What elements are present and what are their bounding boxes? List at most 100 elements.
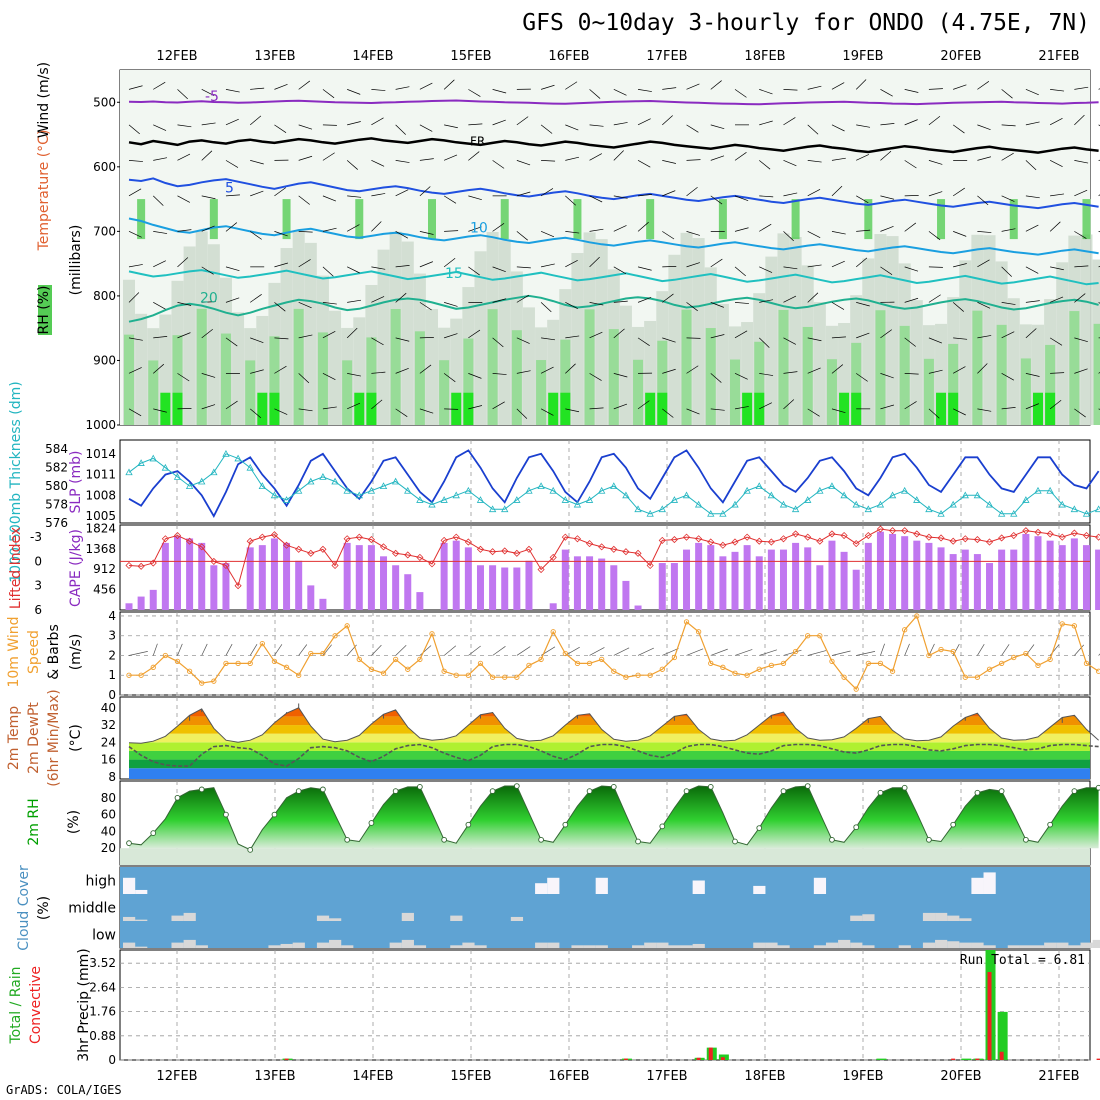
- wind-barb: [492, 401, 505, 410]
- wind-barb: [856, 229, 871, 232]
- wind-barb: [541, 160, 556, 162]
- rh-base: [120, 848, 1090, 865]
- thickness-point: [149, 454, 157, 462]
- thickness-point: [525, 486, 533, 494]
- wind-barb: [1025, 195, 1040, 199]
- wind-barb: [734, 152, 747, 161]
- wind-barb: [516, 160, 531, 166]
- rh-point: [707, 784, 714, 790]
- wind-barb: [783, 337, 797, 345]
- wind-barb: [468, 329, 481, 339]
- rh-fill: [778, 309, 789, 425]
- lifted-index-point: [137, 562, 145, 570]
- thickness-point: [379, 482, 388, 490]
- wind-barb: [1025, 328, 1037, 339]
- lifted-index-point: [598, 543, 606, 551]
- wind-barb: [250, 160, 264, 165]
- cloud-clear-bar: [595, 945, 608, 948]
- wind-barb: [468, 266, 480, 276]
- wind-barb: [274, 408, 288, 415]
- cloud-clear-bar: [947, 941, 960, 948]
- wind-barb: [492, 298, 507, 303]
- chart-title: GFS 0~10day 3-hourly for ONDO (4.75E, 7N…: [522, 10, 1090, 36]
- thickness-point: [731, 500, 739, 508]
- cloud-clear-bar: [341, 945, 354, 948]
- wind-barb: [249, 644, 258, 656]
- rh-point: [392, 788, 399, 794]
- wind-speed-point: [308, 650, 314, 657]
- wind-speed-point: [780, 660, 787, 667]
- cloud-clear-bar: [692, 880, 705, 894]
- wind-frame: [119, 611, 1091, 696]
- lifted-index-point: [440, 536, 448, 544]
- thickness-point: [331, 477, 339, 485]
- wind-barb: [565, 231, 580, 234]
- wind-barb: [492, 89, 507, 94]
- rh-label: RH (%): [36, 286, 52, 335]
- wind-barb: [1025, 224, 1039, 232]
- wind-barb: [468, 89, 481, 97]
- wind-speed-point: [1047, 656, 1053, 663]
- lifted-index-point: [464, 538, 472, 546]
- wind-barb: [298, 155, 313, 161]
- thickness-point: [343, 486, 351, 494]
- lifted-index-point: [1095, 533, 1100, 541]
- lifted-index-point: [743, 533, 751, 541]
- wind-speed-point: [259, 640, 265, 647]
- wind-barb: [613, 195, 628, 199]
- wind-barb: [856, 332, 870, 339]
- cape-bar: [1082, 545, 1090, 610]
- wind-speed-point: [562, 650, 568, 657]
- cloud-clear-bar: [510, 916, 524, 921]
- rh-fill: [839, 392, 850, 425]
- rh-fill: [522, 307, 535, 425]
- lifted-index-point: [501, 547, 509, 555]
- wind-barb: [953, 263, 967, 268]
- wind-barb: [759, 649, 778, 656]
- lifted-index-point: [985, 538, 994, 546]
- rh-fill: [160, 392, 171, 425]
- cape-bar: [852, 569, 860, 610]
- rh-fill: [826, 359, 837, 425]
- rh-tick: 20: [101, 841, 116, 855]
- cape-panel: [120, 525, 1100, 610]
- date-label-bottom: 14FEB: [352, 1069, 393, 1084]
- wind-barb: [249, 231, 262, 240]
- wind-barb: [589, 153, 602, 161]
- wind-barb: [322, 373, 336, 381]
- wind-barb: [128, 188, 142, 197]
- wind-speed-point: [841, 674, 847, 680]
- cloud-layer-label: low: [92, 928, 116, 944]
- wind-barb: [1074, 189, 1088, 197]
- lifted-index-point: [610, 545, 618, 553]
- lifted-index-point: [234, 582, 242, 590]
- cloud-clear-bar: [644, 942, 657, 948]
- thickness-point: [246, 463, 254, 471]
- wind-barb: [177, 332, 191, 339]
- wind-barb: [904, 643, 910, 656]
- wind-barb: [250, 190, 264, 197]
- cloud-clear-bar: [1007, 945, 1020, 948]
- wind-barb: [298, 195, 310, 205]
- thickness-point: [949, 500, 957, 508]
- wind-barb: [831, 650, 851, 656]
- wind-barb: [492, 266, 506, 272]
- cape-bar: [186, 538, 194, 610]
- wind-barb: [395, 645, 407, 656]
- wind-speed-point: [477, 660, 484, 667]
- wind-speed-point: [199, 680, 205, 686]
- wind-barb: [710, 408, 725, 411]
- wind-barb: [904, 222, 917, 232]
- cloud-clear-bar: [547, 877, 560, 894]
- wind-barb: [395, 160, 410, 163]
- thickness-point: [1094, 505, 1100, 513]
- rh-fill: [791, 199, 800, 240]
- contour-label: 10: [470, 221, 488, 237]
- lifted-index-point: [549, 553, 557, 561]
- wind-barb: [419, 231, 434, 235]
- wind-barb: [589, 256, 600, 268]
- wind-barb: [565, 195, 576, 206]
- cape-bar: [1095, 549, 1100, 610]
- lifted-index-point: [888, 527, 897, 535]
- wind-barb: [734, 373, 748, 380]
